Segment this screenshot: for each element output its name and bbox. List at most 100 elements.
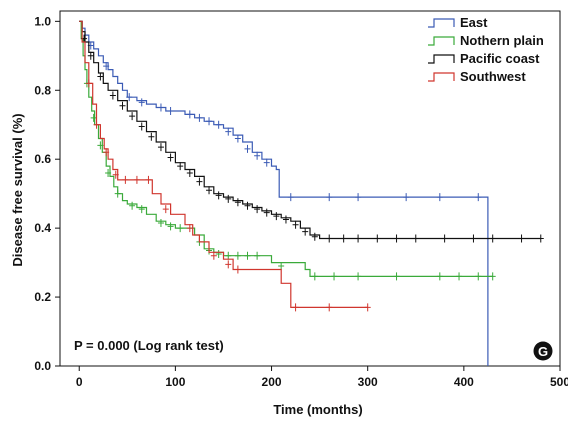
censor-mark — [148, 132, 155, 141]
censor-mark — [138, 122, 145, 131]
series-line-east — [79, 20, 489, 366]
x-tick-label: 200 — [262, 375, 282, 389]
censor-mark — [278, 262, 285, 271]
censor-mark — [254, 151, 261, 160]
legend-label-nothern-plain: Nothern plain — [460, 33, 544, 48]
censor-mark — [196, 177, 203, 186]
x-tick-label: 300 — [358, 375, 378, 389]
censor-mark — [145, 175, 152, 184]
series-nothern-plain — [79, 20, 496, 281]
censor-mark — [355, 234, 362, 243]
censor-mark — [292, 303, 299, 312]
censor-mark — [311, 272, 318, 281]
x-tick-label: 500 — [550, 375, 568, 389]
censor-mark — [167, 153, 174, 162]
legend-label-pacific-coast: Pacific coast — [460, 51, 540, 66]
series-layer — [79, 20, 544, 366]
censor-mark — [273, 212, 280, 221]
censor-mark — [97, 141, 104, 150]
censor-mark — [374, 234, 381, 243]
censor-mark — [225, 260, 232, 269]
censor-mark — [470, 234, 477, 243]
censor-mark — [537, 234, 544, 243]
censor-mark — [103, 148, 110, 157]
x-tick-label: 100 — [165, 375, 185, 389]
legend: East Nothern plain Pacific coast Southwest — [428, 15, 544, 84]
legend-swatch-nothern-plain — [428, 36, 455, 46]
censor-mark — [167, 106, 174, 115]
x-tick-label: 400 — [454, 375, 474, 389]
censor-mark — [103, 62, 110, 71]
y-tick-label: 1.0 — [34, 14, 51, 28]
x-tick-label: 0 — [76, 375, 83, 389]
censor-mark — [186, 224, 193, 233]
censor-mark — [234, 134, 241, 143]
series-line-pacific-coast — [79, 20, 541, 240]
x-axis-label: Time (months) — [273, 402, 362, 417]
censor-mark — [210, 251, 217, 260]
censor-mark — [254, 251, 261, 260]
censor-mark — [436, 272, 443, 281]
censor-mark — [157, 143, 164, 152]
legend-swatch-southwest — [428, 72, 455, 82]
censor-mark — [234, 265, 241, 274]
censor-mark — [97, 72, 104, 81]
censor-mark — [112, 170, 119, 179]
y-tick-label: 0.8 — [34, 83, 51, 97]
censor-mark — [126, 93, 133, 102]
censor-mark — [263, 158, 270, 167]
legend-label-east: East — [460, 15, 488, 30]
censor-mark — [206, 117, 213, 126]
series-east — [79, 20, 489, 366]
y-tick-label: 0.4 — [34, 221, 51, 235]
censor-mark — [234, 251, 241, 260]
panel-label-badge — [533, 341, 553, 361]
censor-mark — [206, 186, 213, 195]
censor-mark — [138, 205, 145, 214]
censor-mark — [105, 168, 112, 177]
censor-mark — [393, 272, 400, 281]
legend-swatch-pacific-coast — [428, 54, 455, 64]
censor-mark — [244, 251, 251, 260]
legend-swatch-east — [428, 18, 455, 28]
y-tick-label: 0.2 — [34, 290, 51, 304]
censor-mark — [114, 189, 121, 198]
legend-label-southwest: Southwest — [460, 69, 526, 84]
log-rank-annotation: P = 0.000 (Log rank test) — [74, 338, 224, 353]
censor-mark — [489, 272, 496, 281]
censor-mark — [436, 193, 443, 202]
y-axis-label: Disease free survival (%) — [10, 113, 25, 266]
censor-mark — [263, 208, 270, 217]
censor-mark — [85, 79, 92, 88]
axes: 0 100 200 300 400 500 0.0 0.2 0.4 0.6 0.8 1.0 — [34, 14, 568, 389]
censor-mark — [119, 101, 126, 110]
censor-mark — [475, 272, 482, 281]
censor-mark — [234, 198, 241, 207]
censor-mark — [340, 234, 347, 243]
censor-mark — [138, 98, 145, 107]
censor-mark — [186, 168, 193, 177]
censor-mark — [215, 191, 222, 200]
censor-mark — [441, 234, 448, 243]
censor-mark — [326, 303, 333, 312]
censor-mark — [254, 205, 261, 214]
series-line-nothern-plain — [79, 20, 493, 277]
plot-frame — [59, 10, 561, 367]
censor-mark — [133, 175, 140, 184]
censor-mark — [292, 220, 299, 229]
censor-mark — [109, 91, 116, 100]
panel-label: G — [538, 344, 548, 359]
censor-mark — [87, 51, 94, 60]
censor-mark — [93, 120, 100, 129]
censor-mark — [355, 193, 362, 202]
series-pacific-coast — [79, 20, 544, 243]
censor-mark — [244, 201, 251, 210]
censor-mark — [489, 234, 496, 243]
censor-mark — [364, 303, 371, 312]
censor-mark — [196, 113, 203, 122]
censor-mark — [282, 215, 289, 224]
censor-mark — [225, 127, 232, 136]
censor-mark — [157, 218, 164, 227]
censor-mark — [456, 272, 463, 281]
